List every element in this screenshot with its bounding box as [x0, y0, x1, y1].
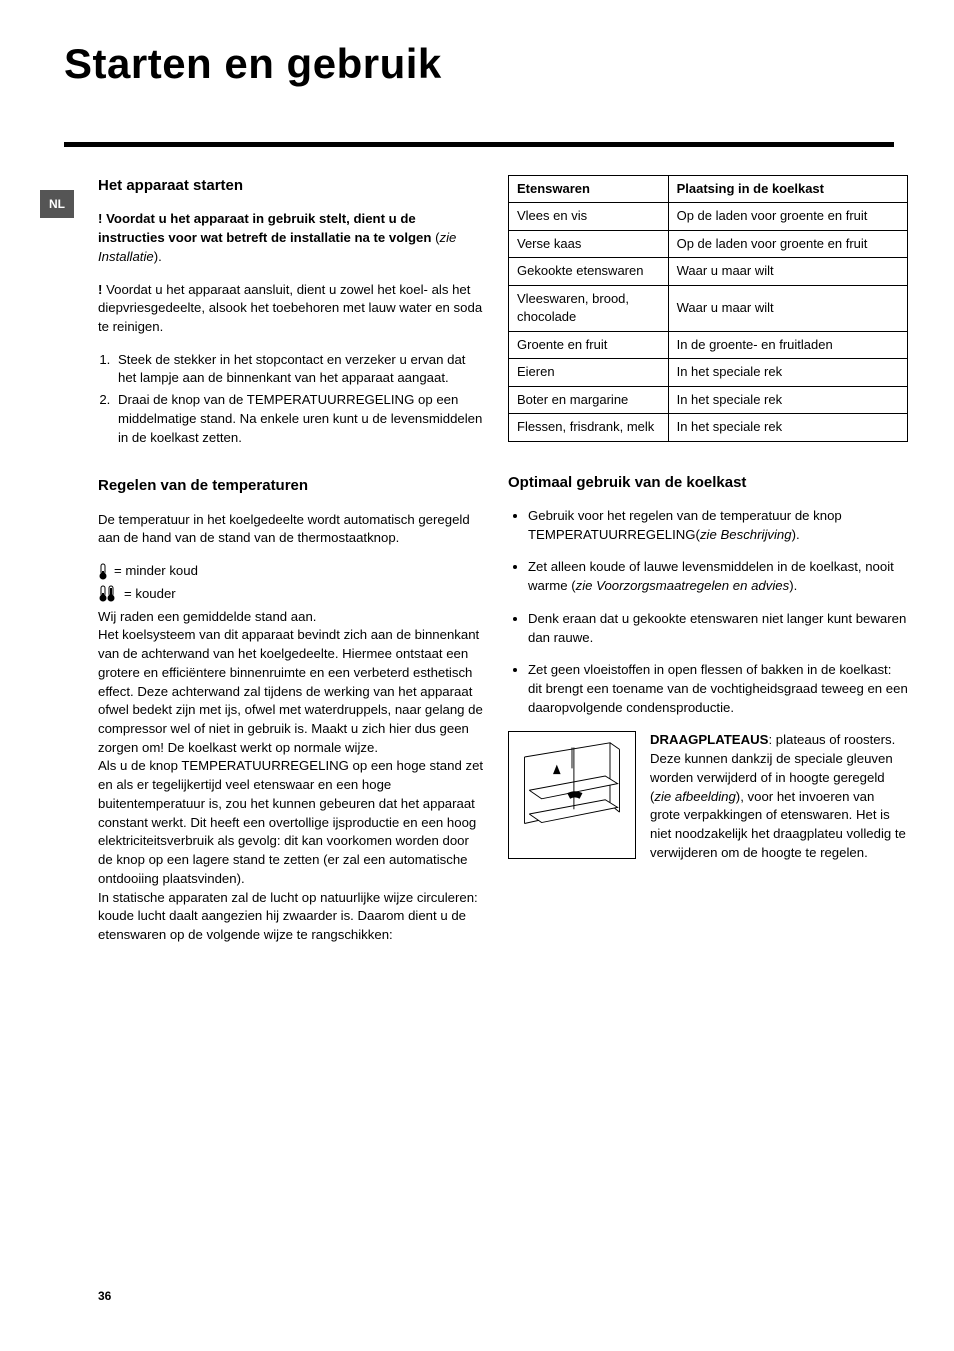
table-cell: Vleeswaren, brood, chocolade — [509, 285, 669, 331]
table-row: Vlees en visOp de laden voor groente en … — [509, 203, 908, 230]
shelf-text: DRAAGPLATEAUS: plateaus of roosters. Dez… — [650, 731, 908, 862]
thermo-high-label: = kouder — [124, 585, 176, 604]
heading-temperature: Regelen van de temperaturen — [98, 475, 486, 496]
table-cell: In het speciale rek — [668, 414, 907, 441]
manual-page: NL Starten en gebruik Het apparaat start… — [0, 0, 954, 1351]
right-column: Etenswaren Plaatsing in de koelkast Vlee… — [508, 175, 908, 959]
table-cell: Boter en margarine — [509, 386, 669, 413]
table-cell: Op de laden voor groente en fruit — [668, 203, 907, 230]
list-item: Zet geen vloeistoffen in open flessen of… — [528, 661, 908, 717]
thermometer-high-icon — [98, 585, 118, 603]
optimal-use-list: Gebruik voor het regelen van de temperat… — [508, 507, 908, 718]
placement-table: Etenswaren Plaatsing in de koelkast Vlee… — [508, 175, 908, 442]
left-column: Het apparaat starten ! Voordat u het app… — [98, 175, 486, 959]
warning-text: Voordat u het apparaat in gebruik stelt,… — [98, 211, 435, 245]
table-header-row: Etenswaren Plaatsing in de koelkast — [509, 176, 908, 203]
table-cell: Flessen, frisdrank, melk — [509, 414, 669, 441]
shelf-block: DRAAGPLATEAUS: plateaus of roosters. Dez… — [508, 731, 908, 862]
cleaning-text: Voordat u het apparaat aansluit, dient u… — [98, 282, 482, 334]
heading-start-appliance: Het apparaat starten — [98, 175, 486, 196]
table-cell: In het speciale rek — [668, 359, 907, 386]
table-cell: In de groente- en fruitladen — [668, 331, 907, 358]
table-cell: Verse kaas — [509, 230, 669, 257]
table-row: Verse kaasOp de laden voor groente en fr… — [509, 230, 908, 257]
placement-table-body: Vlees en visOp de laden voor groente en … — [509, 203, 908, 441]
installation-warning: ! Voordat u het apparaat in gebruik stel… — [98, 210, 486, 266]
table-cell: Vlees en vis — [509, 203, 669, 230]
table-cell: Gekookte etenswaren — [509, 258, 669, 285]
list-item: Steek de stekker in het stopcontact en v… — [114, 351, 486, 388]
language-tab: NL — [40, 190, 74, 218]
cleaning-warning: ! Voordat u het apparaat aansluit, dient… — [98, 281, 486, 337]
table-header: Etenswaren — [509, 176, 669, 203]
table-cell: Waar u maar wilt — [668, 285, 907, 331]
thermo-low-label: = minder koud — [114, 562, 198, 581]
thermo-low-row: = minder koud — [98, 562, 486, 581]
page-number: 36 — [98, 1289, 111, 1303]
table-row: Groente en fruitIn de groente- en fruitl… — [509, 331, 908, 358]
table-row: Vleeswaren, brood, chocoladeWaar u maar … — [509, 285, 908, 331]
table-cell: Op de laden voor groente en fruit — [668, 230, 907, 257]
content-columns: Het apparaat starten ! Voordat u het app… — [98, 175, 894, 959]
table-header: Plaatsing in de koelkast — [668, 176, 907, 203]
table-cell: Waar u maar wilt — [668, 258, 907, 285]
table-cell: In het speciale rek — [668, 386, 907, 413]
thermo-high-row: = kouder — [98, 585, 486, 604]
table-row: EierenIn het speciale rek — [509, 359, 908, 386]
shelf-caption-bold: DRAAGPLATEAUS — [650, 732, 768, 747]
thermometer-low-icon — [98, 563, 108, 581]
table-cell: Eieren — [509, 359, 669, 386]
list-item: Denk eraan dat u gekookte etenswaren nie… — [528, 610, 908, 647]
shelf-caption-ref: zie afbeelding — [654, 789, 735, 804]
list-item: Zet alleen koude of lauwe levensmiddelen… — [528, 558, 908, 595]
list-item: Draai de knop van de TEMPERATUURREGELING… — [114, 391, 486, 447]
table-cell: Groente en fruit — [509, 331, 669, 358]
table-row: Boter en margarineIn het speciale rek — [509, 386, 908, 413]
table-row: Flessen, frisdrank, melkIn het speciale … — [509, 414, 908, 441]
shelf-diagram — [508, 731, 636, 859]
list-item: Gebruik voor het regelen van de temperat… — [528, 507, 908, 544]
page-title: Starten en gebruik — [64, 40, 894, 88]
table-row: Gekookte etenswarenWaar u maar wilt — [509, 258, 908, 285]
heading-optimal-use: Optimaal gebruik van de koelkast — [508, 472, 908, 493]
cooling-system-para: Wij raden een gemiddelde stand aan. Het … — [98, 608, 486, 945]
divider-bar — [64, 142, 894, 147]
start-steps-list: Steek de stekker in het stopcontact en v… — [98, 351, 486, 448]
temp-intro: De temperatuur in het koelgedeelte wordt… — [98, 511, 486, 548]
